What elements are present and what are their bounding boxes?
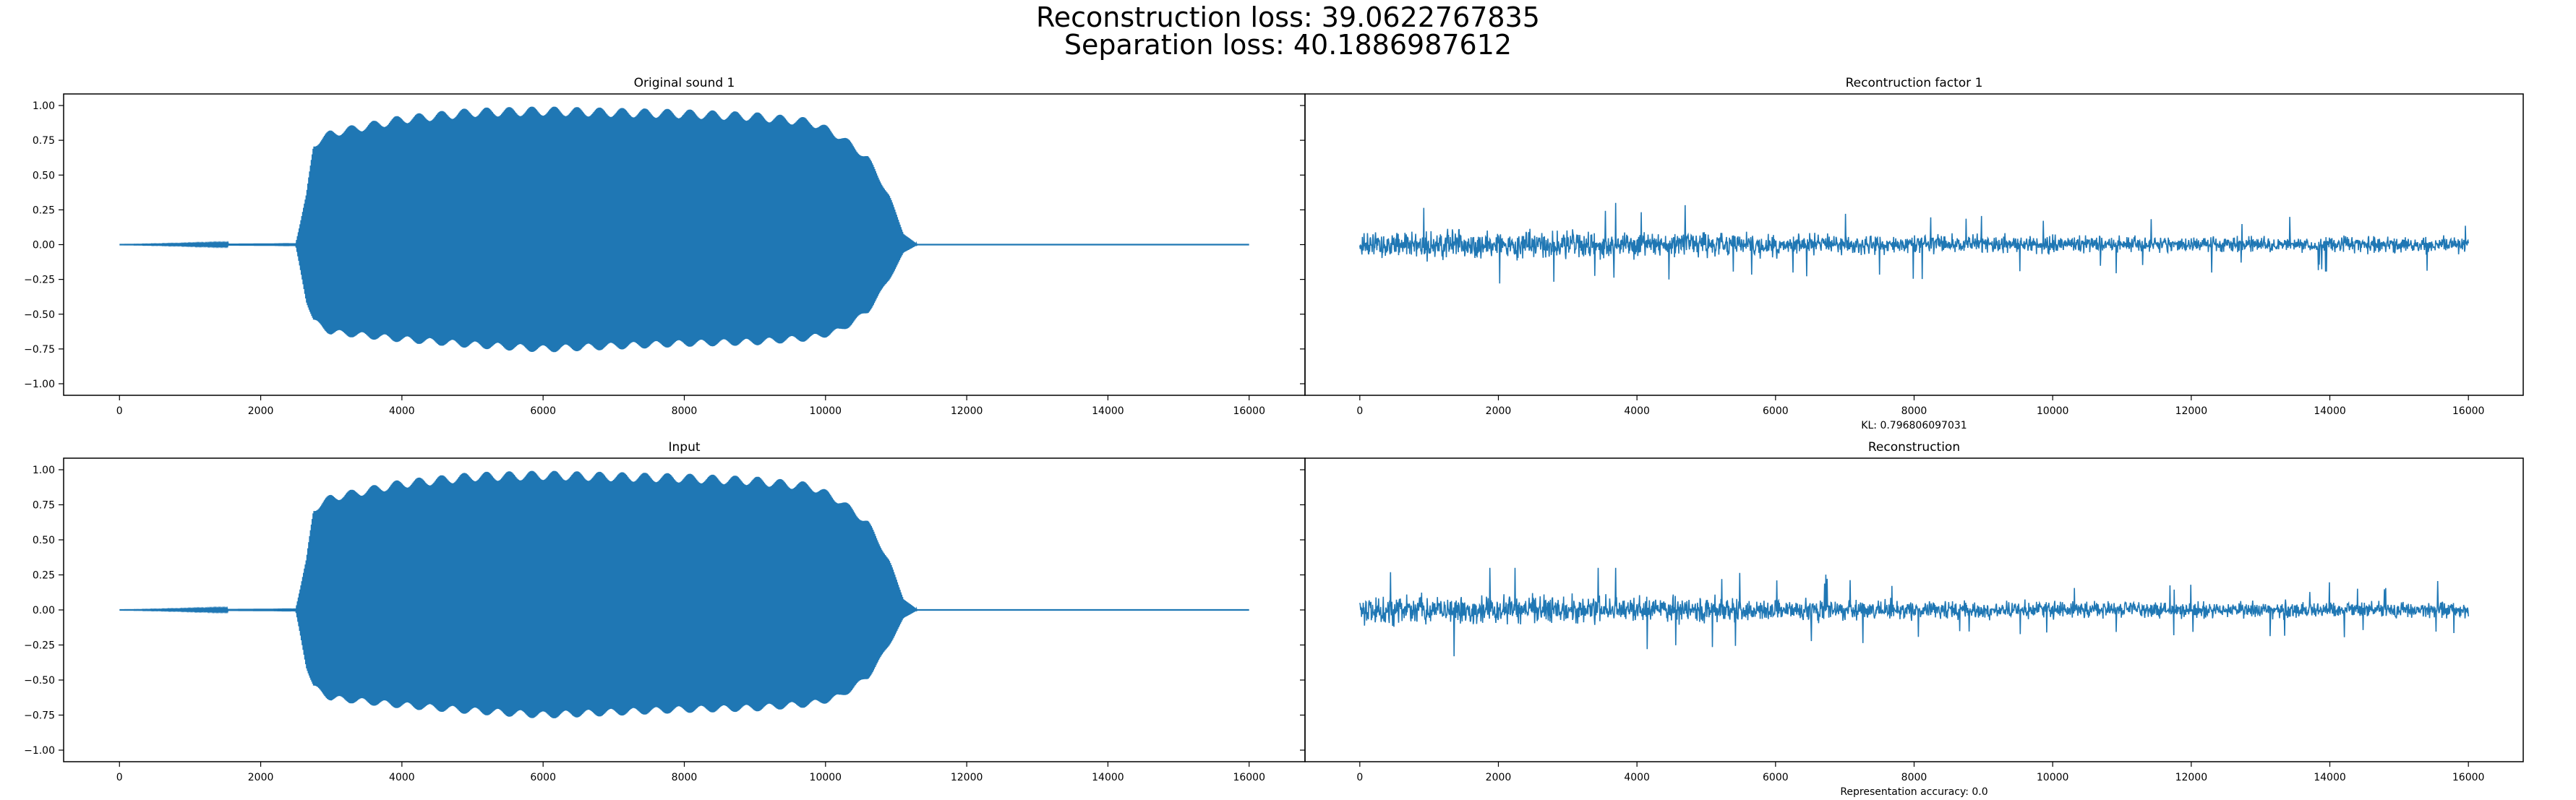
subplot-2: Recontruction factor 1 0 2000 4000 6000 8000 1… xyxy=(1300,76,2524,431)
x-tick-label: 14000 xyxy=(2314,405,2346,417)
subplot-1: Original sound 1 0 2000 4000 6000 8000 10000 12… xyxy=(24,76,1306,417)
x-tick-label: 12000 xyxy=(2175,772,2208,783)
x-tick-label: 16000 xyxy=(2452,772,2485,783)
y-tick-label: 1.00 xyxy=(33,100,55,112)
y-tick-label: 0.00 xyxy=(33,240,55,251)
x-axis-label: Representation accuracy: 0.0 xyxy=(1840,786,1987,798)
y-tick-label: 0.50 xyxy=(33,535,55,546)
x-tick-label: 8000 xyxy=(672,405,698,417)
x-tick-label: 14000 xyxy=(1092,772,1124,783)
x-tick-label: 10000 xyxy=(810,405,842,417)
subplot-title: Recontruction factor 1 xyxy=(1846,76,1983,90)
waveform-series xyxy=(1359,202,2469,284)
y-tick-label: −1.00 xyxy=(24,745,55,757)
x-tick-label: 0 xyxy=(1356,772,1363,783)
x-tick-label: 10000 xyxy=(2037,405,2069,417)
subplot-title: Input xyxy=(668,440,700,455)
y-tick-label: −0.75 xyxy=(24,344,55,356)
waveform-series xyxy=(119,106,1249,353)
y-tick-label: 0.50 xyxy=(33,170,55,181)
y-tick-label: −0.50 xyxy=(24,675,55,687)
subplot-title: Original sound 1 xyxy=(634,76,735,90)
x-tick-label: 2000 xyxy=(1486,405,1512,417)
x-tick-label: 6000 xyxy=(530,772,556,783)
y-tick-label: 0.25 xyxy=(33,570,55,582)
x-tick-label: 6000 xyxy=(530,405,556,417)
subplot-3: Input 0 2000 4000 6000 8000 10000 12000 14000 160… xyxy=(24,440,1306,783)
x-tick-label: 8000 xyxy=(672,772,698,783)
x-tick-label: 2000 xyxy=(1486,772,1512,783)
x-tick-label: 8000 xyxy=(1901,405,1927,417)
x-tick-label: 6000 xyxy=(1763,405,1789,417)
x-tick-label: 4000 xyxy=(1624,772,1650,783)
y-tick-label: −0.25 xyxy=(24,275,55,286)
y-tick-label: 0.00 xyxy=(33,605,55,616)
x-tick-label: 0 xyxy=(116,405,123,417)
subplot-4: Reconstruction 0 2000 4000 6000 8000 10000 1200… xyxy=(1300,440,2524,798)
x-tick-label: 4000 xyxy=(389,772,415,783)
x-tick-label: 12000 xyxy=(951,405,983,417)
y-tick-label: 0.25 xyxy=(33,205,55,216)
x-tick-label: 16000 xyxy=(1233,772,1265,783)
x-tick-label: 10000 xyxy=(810,772,842,783)
figure-suptitle-reconstruction-loss: Reconstruction loss: 39.0622767835 xyxy=(1036,1,1540,33)
x-tick-label: 8000 xyxy=(1901,772,1927,783)
y-tick-label: −0.25 xyxy=(24,640,55,652)
x-tick-label: 14000 xyxy=(2314,772,2346,783)
x-tick-label: 10000 xyxy=(2037,772,2069,783)
x-tick-label: 4000 xyxy=(389,405,415,417)
x-tick-label: 16000 xyxy=(2452,405,2485,417)
figure-suptitle-separation-loss: Separation loss: 40.1886987612 xyxy=(1064,29,1512,61)
waveform-series xyxy=(119,470,1249,718)
subplot-title: Reconstruction xyxy=(1868,440,1960,455)
x-tick-label: 14000 xyxy=(1092,405,1124,417)
x-tick-label: 12000 xyxy=(951,772,983,783)
x-tick-label: 12000 xyxy=(2175,405,2208,417)
y-tick-label: −1.00 xyxy=(24,379,55,390)
y-tick-label: −0.50 xyxy=(24,309,55,321)
waveform-series xyxy=(1359,567,2469,657)
x-axis-label: KL: 0.796806097031 xyxy=(1861,420,1967,431)
x-tick-label: 2000 xyxy=(248,405,274,417)
x-tick-label: 0 xyxy=(1356,405,1363,417)
y-tick-label: 0.75 xyxy=(33,500,55,512)
x-tick-label: 0 xyxy=(116,772,123,783)
x-tick-label: 6000 xyxy=(1763,772,1789,783)
x-tick-label: 2000 xyxy=(248,772,274,783)
y-tick-label: 0.75 xyxy=(33,135,55,147)
y-tick-label: −0.75 xyxy=(24,710,55,722)
y-tick-label: 1.00 xyxy=(33,465,55,476)
x-tick-label: 16000 xyxy=(1233,405,1265,417)
x-tick-label: 4000 xyxy=(1624,405,1650,417)
